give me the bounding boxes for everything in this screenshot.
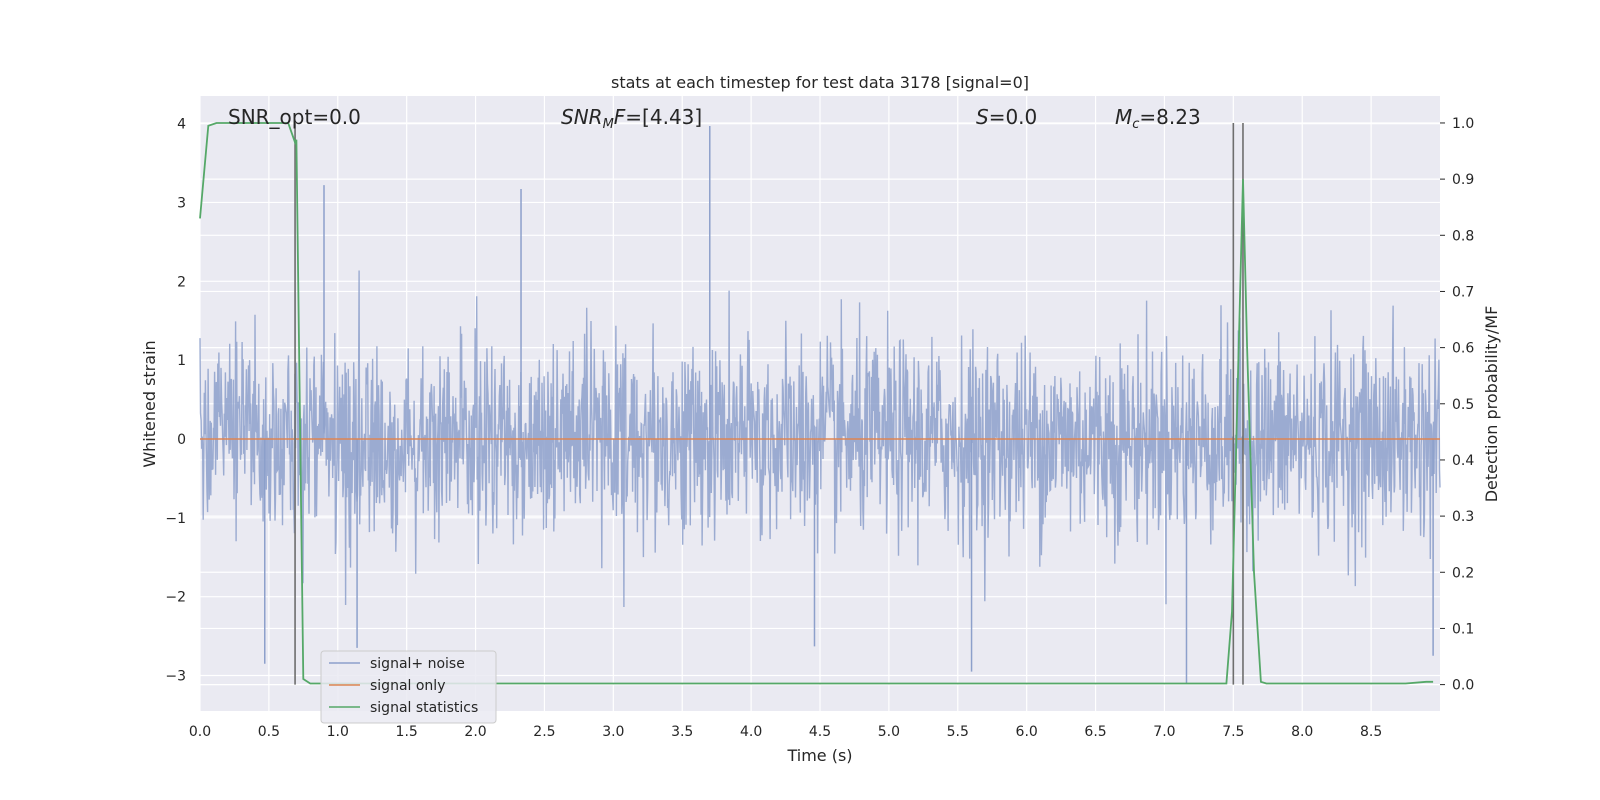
annotation-snr-mf-value: =[4.43]: [625, 105, 702, 129]
annotation-mc: Mc=8.23: [1115, 105, 1201, 132]
signal-statistics-line: [199, 122, 1434, 685]
y-tick-label: −2: [165, 590, 186, 606]
x-tick-label: 0.5: [258, 724, 280, 740]
x-tick-label: 1.5: [396, 724, 418, 740]
x-tick-label: 8.5: [1360, 724, 1382, 740]
x-tick-label: 1.0: [327, 724, 349, 740]
x-tick-label: 2.5: [533, 724, 555, 740]
y2-tick-label: 0.4: [1452, 453, 1474, 469]
legend-label-statistics: signal statistics: [370, 700, 478, 716]
y-tick-label: 3: [177, 195, 186, 211]
y-axis-label: Whitened strain: [140, 340, 159, 467]
x-axis-ticks: 0.0 0.5 1.0 1.5 2.0 2.5 3.0 3.5 4.0 4.5 5.0 5.5 6.0 6…: [189, 724, 1382, 740]
y-tick-label: −3: [165, 669, 186, 685]
x-tick-label: 7.0: [1153, 724, 1175, 740]
annotation-snr-opt-value: =0.0: [312, 105, 361, 129]
legend-label-noise: signal+ noise: [370, 656, 465, 672]
legend-box: [320, 650, 497, 724]
annotation-s-value: =0.0: [989, 105, 1038, 129]
x-tick-label: 5.5: [947, 724, 969, 740]
annotation-s-symbol: S: [976, 105, 989, 129]
chart-title: stats at each timestep for test data 317…: [611, 73, 1029, 92]
x-tick-label: 8.0: [1291, 724, 1313, 740]
y2-tick-label: 0.0: [1452, 678, 1474, 694]
x-tick-label: 3.0: [602, 724, 624, 740]
annotation-mc-value: =8.23: [1139, 105, 1200, 129]
annotation-s: S=0.0: [976, 105, 1037, 129]
x-tick-label: 3.5: [671, 724, 693, 740]
x-tick-label: 7.5: [1222, 724, 1244, 740]
y-tick-label: 4: [177, 117, 186, 133]
x-tick-label: 2.0: [464, 724, 486, 740]
y2-axis-ticks: 1.0 0.9 0.8 0.7 0.6 0.5 0.4 0.3 0.2 0.1 0.0: [1440, 116, 1474, 694]
y2-axis-label: Detection probability/MF: [1482, 306, 1501, 503]
y2-tick-label: 0.7: [1452, 284, 1474, 300]
y-tick-label: 0: [177, 432, 186, 448]
y2-tick-label: 0.5: [1452, 397, 1474, 413]
y-axis-ticks: 4 3 2 1 0 −1 −2 −3: [165, 117, 186, 685]
y2-tick-label: 0.6: [1452, 341, 1474, 357]
annotation-snr-mf-subscript: M: [603, 117, 614, 132]
annotation-snr-mf-symbol: SNR: [561, 105, 603, 129]
y2-tick-label: 0.2: [1452, 565, 1474, 581]
x-tick-label: 6.5: [1084, 724, 1106, 740]
legend: signal+ noise signal only signal statist…: [320, 650, 497, 724]
y2-tick-label: 0.3: [1452, 509, 1474, 525]
annotation-snr-opt: SNR_opt=0.0: [228, 105, 361, 129]
x-tick-label: 5.0: [878, 724, 900, 740]
legend-label-signal-only: signal only: [370, 678, 445, 694]
y-tick-label: 2: [177, 274, 186, 290]
y-tick-label: 1: [177, 353, 186, 369]
y-tick-label: −1: [165, 511, 186, 527]
signal-statistics-series: [199, 122, 1434, 685]
annotation-snr-mf-f: F: [614, 105, 626, 129]
annotation-snr-mf: SNRMF=[4.43]: [561, 105, 702, 132]
x-tick-label: 4.5: [809, 724, 831, 740]
y2-tick-label: 0.8: [1452, 228, 1474, 244]
x-tick-label: 4.0: [740, 724, 762, 740]
y2-tick-label: 0.9: [1452, 172, 1474, 188]
annotation-mc-symbol: M: [1115, 105, 1132, 129]
x-tick-label: 0.0: [189, 724, 211, 740]
annotation-snr-opt-label: SNR_opt: [228, 105, 312, 129]
y2-tick-label: 1.0: [1452, 116, 1474, 132]
x-axis-label: Time (s): [786, 746, 852, 765]
x-tick-label: 6.0: [1016, 724, 1038, 740]
annotation-mc-subscript: c: [1132, 117, 1139, 132]
y2-tick-label: 0.1: [1452, 621, 1474, 637]
